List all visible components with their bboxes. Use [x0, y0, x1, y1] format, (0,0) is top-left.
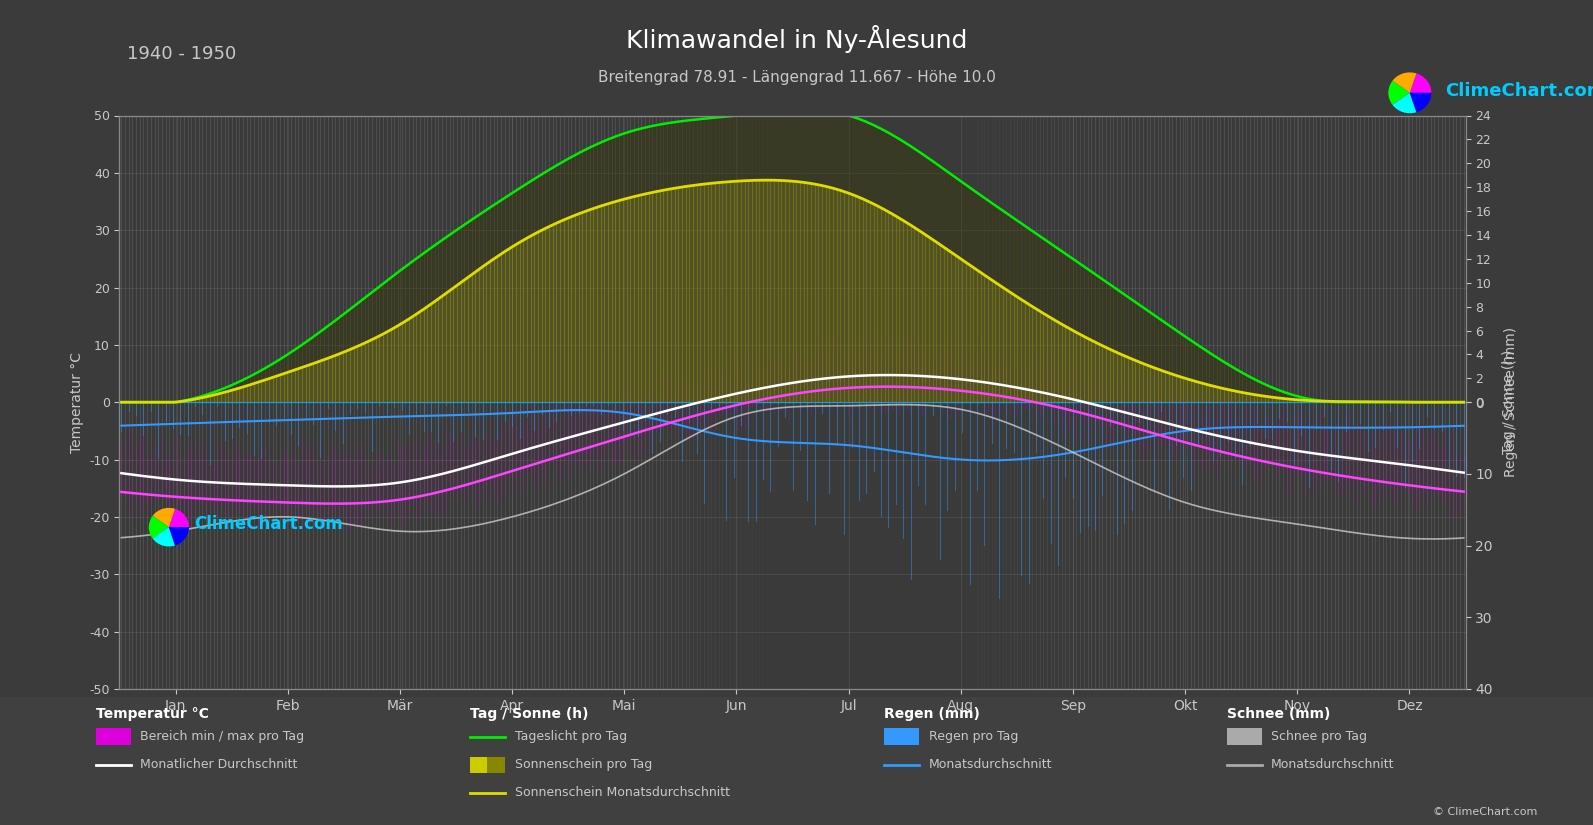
Text: Sonnenschein pro Tag: Sonnenschein pro Tag: [515, 758, 652, 771]
Text: ClimeChart.com: ClimeChart.com: [194, 515, 342, 533]
Text: Temperatur °C: Temperatur °C: [96, 707, 209, 720]
Wedge shape: [1392, 93, 1416, 113]
Text: © ClimeChart.com: © ClimeChart.com: [1432, 807, 1537, 817]
Wedge shape: [169, 527, 190, 545]
Text: ClimeChart.com: ClimeChart.com: [1445, 82, 1593, 101]
Text: Schnee (mm): Schnee (mm): [1227, 707, 1330, 720]
Text: Monatsdurchschnitt: Monatsdurchschnitt: [1271, 758, 1395, 771]
Text: Regen (mm): Regen (mm): [884, 707, 980, 720]
Y-axis label: Regen / Schnee (mm): Regen / Schnee (mm): [1504, 328, 1518, 477]
Wedge shape: [1410, 93, 1432, 112]
Text: Regen pro Tag: Regen pro Tag: [929, 730, 1018, 743]
Text: Tag / Sonne (h): Tag / Sonne (h): [470, 707, 588, 720]
Text: Sonnenschein Monatsdurchschnitt: Sonnenschein Monatsdurchschnitt: [515, 786, 730, 799]
Text: Monatlicher Durchschnitt: Monatlicher Durchschnitt: [140, 758, 298, 771]
Text: Breitengrad 78.91 - Längengrad 11.667 - Höhe 10.0: Breitengrad 78.91 - Längengrad 11.667 - …: [597, 70, 996, 85]
Text: Monatsdurchschnitt: Monatsdurchschnitt: [929, 758, 1053, 771]
Wedge shape: [1389, 81, 1410, 105]
Text: Klimawandel in Ny-Ålesund: Klimawandel in Ny-Ålesund: [626, 25, 967, 53]
Text: 1940 - 1950: 1940 - 1950: [127, 45, 237, 64]
Wedge shape: [1410, 73, 1432, 93]
Text: Schnee pro Tag: Schnee pro Tag: [1271, 730, 1367, 743]
Text: Bereich min / max pro Tag: Bereich min / max pro Tag: [140, 730, 304, 743]
Wedge shape: [153, 508, 175, 527]
Wedge shape: [153, 527, 175, 546]
Wedge shape: [148, 516, 169, 539]
Wedge shape: [1392, 73, 1416, 93]
Wedge shape: [169, 509, 190, 527]
Text: Tageslicht pro Tag: Tageslicht pro Tag: [515, 730, 626, 743]
Y-axis label: Temperatur °C: Temperatur °C: [70, 351, 84, 453]
Y-axis label: Tag / Sonne (h): Tag / Sonne (h): [1502, 350, 1517, 455]
